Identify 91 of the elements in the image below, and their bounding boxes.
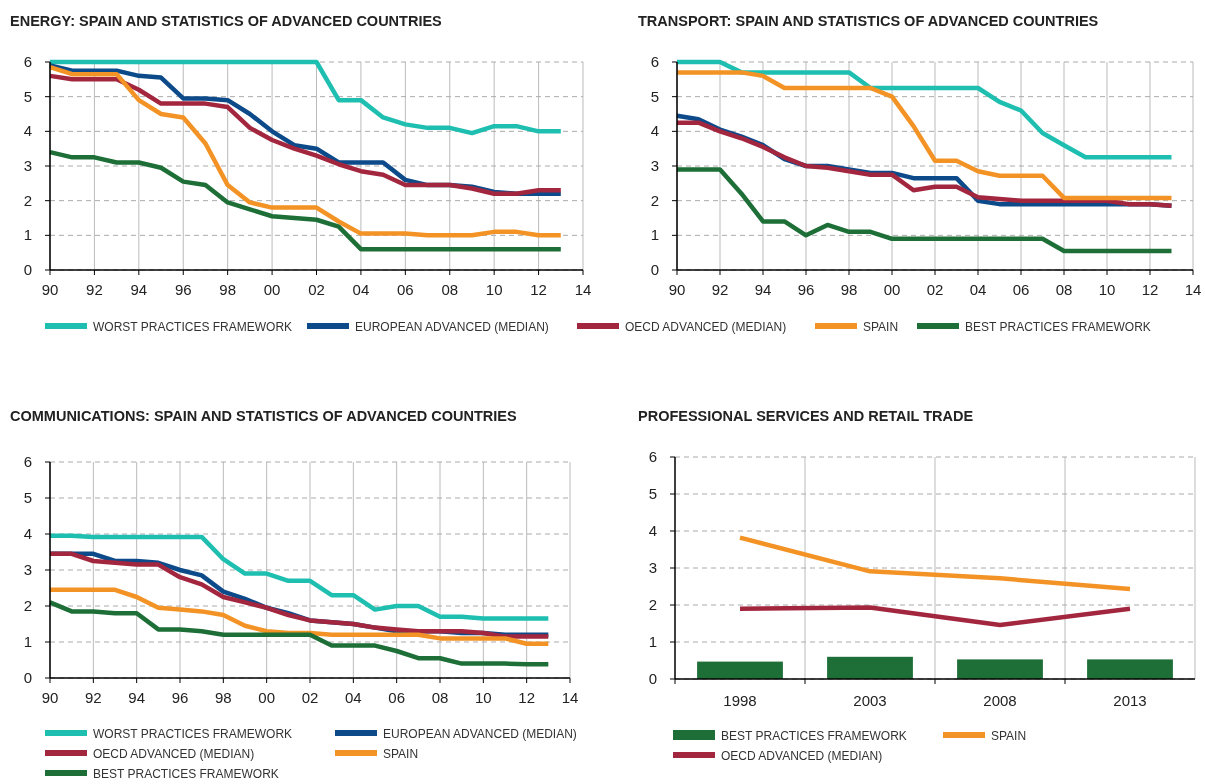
y-tick-label: 4: [23, 122, 32, 140]
legend-label: SPAIN: [383, 747, 419, 761]
legend-label: WORST PRACTICES FRAMEWORK: [93, 727, 293, 741]
legend-label: BEST PRACTICES FRAMEWORK: [721, 729, 907, 743]
y-tick-label: 6: [23, 453, 32, 470]
chart-title: COMMUNICATIONS: SPAIN AND STATISTICS OF ADVANCED COUNTRIES: [10, 408, 518, 424]
legend-label: SPAIN: [991, 729, 1027, 743]
x-tick-label: 10: [485, 281, 503, 298]
x-tick-label: 2003: [853, 692, 887, 709]
x-tick-label: 90: [668, 281, 686, 298]
y-tick-label: 3: [23, 157, 32, 174]
y-tick-label: 2: [23, 597, 32, 614]
y-tick-label: 0: [648, 670, 657, 687]
legend-label: OECD ADVANCED (MEDIAN): [625, 320, 787, 334]
x-tick-label: 90: [41, 689, 59, 706]
x-tick-label: 12: [1141, 281, 1159, 298]
line-series: [47, 59, 564, 136]
x-tick-label: 92: [84, 689, 102, 706]
x-tick-label: 04: [969, 281, 987, 298]
legend-label: EUROPEAN ADVANCED (MEDIAN): [355, 320, 549, 334]
y-tick-label: 3: [23, 561, 32, 578]
x-tick-label: 00: [263, 281, 281, 298]
y-tick-label: 2: [650, 191, 659, 209]
y-tick-label: 2: [23, 191, 32, 209]
y-tick-label: 6: [648, 448, 657, 465]
x-tick-label: 94: [128, 689, 146, 706]
x-tick-label: 02: [308, 281, 325, 298]
x-tick-label: 02: [301, 689, 319, 706]
x-tick-label: 2013: [1113, 692, 1147, 709]
x-tick-label: 90: [41, 281, 59, 298]
x-tick-label: 06: [1012, 281, 1030, 298]
x-tick-label: 00: [883, 281, 901, 298]
legend-label: SPAIN: [863, 320, 899, 334]
y-tick-label: 5: [23, 489, 32, 506]
x-tick-label: 10: [474, 689, 492, 706]
x-tick-label: 98: [840, 281, 858, 298]
x-tick-label: 14: [561, 689, 579, 706]
x-tick-label: 92: [86, 281, 103, 298]
y-tick-label: 1: [23, 633, 32, 650]
x-tick-label: 04: [344, 689, 362, 706]
x-tick-label: 2008: [983, 692, 1017, 709]
y-tick-label: 0: [23, 669, 32, 686]
y-tick-label: 1: [23, 226, 32, 244]
x-tick-label: 14: [574, 281, 592, 298]
x-tick-label: 14: [1184, 281, 1202, 298]
x-tick-label: 12: [530, 281, 547, 298]
x-tick-label: 12: [518, 689, 536, 706]
x-tick-label: 96: [174, 281, 192, 298]
x-tick-label: 06: [388, 689, 406, 706]
legend-label: BEST PRACTICES FRAMEWORK: [93, 767, 279, 781]
x-tick-label: 04: [352, 281, 370, 298]
y-tick-label: 3: [650, 157, 659, 174]
y-tick-label: 0: [23, 261, 32, 278]
x-tick-label: 98: [214, 689, 232, 706]
y-tick-label: 3: [648, 559, 657, 576]
x-tick-label: 94: [754, 281, 772, 298]
x-tick-label: 96: [797, 281, 815, 298]
chart-title: TRANSPORT: SPAIN AND STATISTICS OF ADVANCED COUNTRIES: [638, 13, 1099, 29]
y-tick-label: 4: [650, 122, 659, 140]
x-tick-label: 00: [258, 689, 276, 706]
legend-label: BEST PRACTICES FRAMEWORK: [965, 320, 1151, 334]
line-series: [737, 535, 1133, 592]
y-tick-label: 5: [23, 87, 32, 105]
x-tick-label: 02: [926, 281, 944, 298]
x-tick-label: 98: [219, 281, 237, 298]
chart-title: PROFESSIONAL SERVICES AND RETAIL TRADE: [638, 408, 974, 424]
legend-label: EUROPEAN ADVANCED (MEDIAN): [383, 727, 577, 741]
y-tick-label: 1: [650, 226, 659, 244]
y-tick-label: 2: [648, 596, 657, 613]
x-tick-label: 08: [431, 689, 449, 706]
legend-label: WORST PRACTICES FRAMEWORK: [93, 320, 293, 334]
y-tick-label: 1: [648, 633, 657, 650]
y-tick-label: 5: [648, 485, 657, 502]
y-tick-label: 4: [648, 522, 657, 539]
x-tick-label: 96: [171, 689, 189, 706]
x-tick-label: 94: [130, 281, 148, 298]
y-tick-label: 5: [650, 87, 659, 105]
x-tick-label: 08: [1055, 281, 1073, 298]
y-tick-label: 6: [23, 53, 32, 70]
x-tick-label: 92: [711, 281, 729, 298]
y-tick-label: 6: [650, 53, 659, 70]
legend-label: OECD ADVANCED (MEDIAN): [93, 747, 255, 761]
line-series: [674, 59, 1174, 160]
y-tick-label: 4: [23, 525, 32, 542]
x-tick-label: 08: [441, 281, 459, 298]
x-tick-label: 06: [396, 281, 414, 298]
x-tick-label: 1998: [723, 692, 757, 709]
x-tick-label: 10: [1098, 281, 1116, 298]
y-tick-label: 0: [650, 261, 659, 278]
chart-title: ENERGY: SPAIN AND STATISTICS OF ADVANCED COUNTRIES: [10, 13, 443, 29]
legend-label: OECD ADVANCED (MEDIAN): [721, 749, 883, 763]
